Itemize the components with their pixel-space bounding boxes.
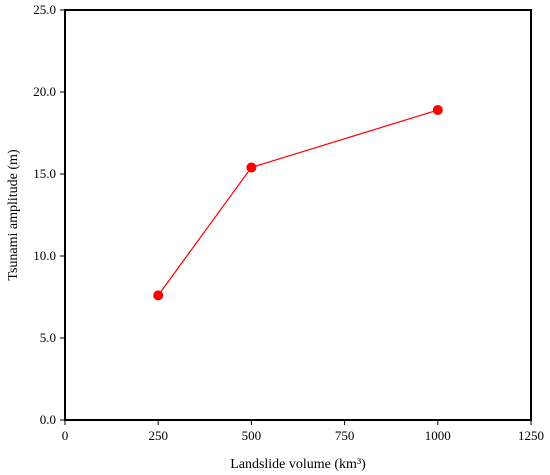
series-line-0 xyxy=(157,109,438,296)
y-tick-label-1: 5.0 xyxy=(40,330,56,345)
data-point-0 xyxy=(153,290,164,301)
x-axis-label: Landslide volume (km³) xyxy=(230,457,366,472)
chart-marks xyxy=(153,105,443,301)
axis-ticks: 0 250 500 750 1000 1250 0.0 5.0 10.0 15.0 20.0 25.0 xyxy=(33,2,544,443)
x-tick-label-2: 500 xyxy=(242,428,262,443)
y-tick-label-3: 15.0 xyxy=(33,166,56,181)
y-tick-label-4: 20.0 xyxy=(33,84,56,99)
data-point-1 xyxy=(246,162,257,173)
y-axis-label: Tsunami amplitude (m) xyxy=(6,149,21,281)
x-tick-label-3: 750 xyxy=(335,428,355,443)
y-tick-label-2: 10.0 xyxy=(33,248,56,263)
y-tick-label-5: 25.0 xyxy=(33,2,56,17)
x-tick-label-1: 250 xyxy=(148,428,168,443)
y-tick-label-0: 0.0 xyxy=(40,412,56,427)
x-tick-label-0: 0 xyxy=(62,428,69,443)
data-point-2 xyxy=(432,105,443,116)
x-tick-label-4: 1000 xyxy=(425,428,451,443)
x-tick-label-5: 1250 xyxy=(518,428,544,443)
plot-frame xyxy=(64,9,532,421)
